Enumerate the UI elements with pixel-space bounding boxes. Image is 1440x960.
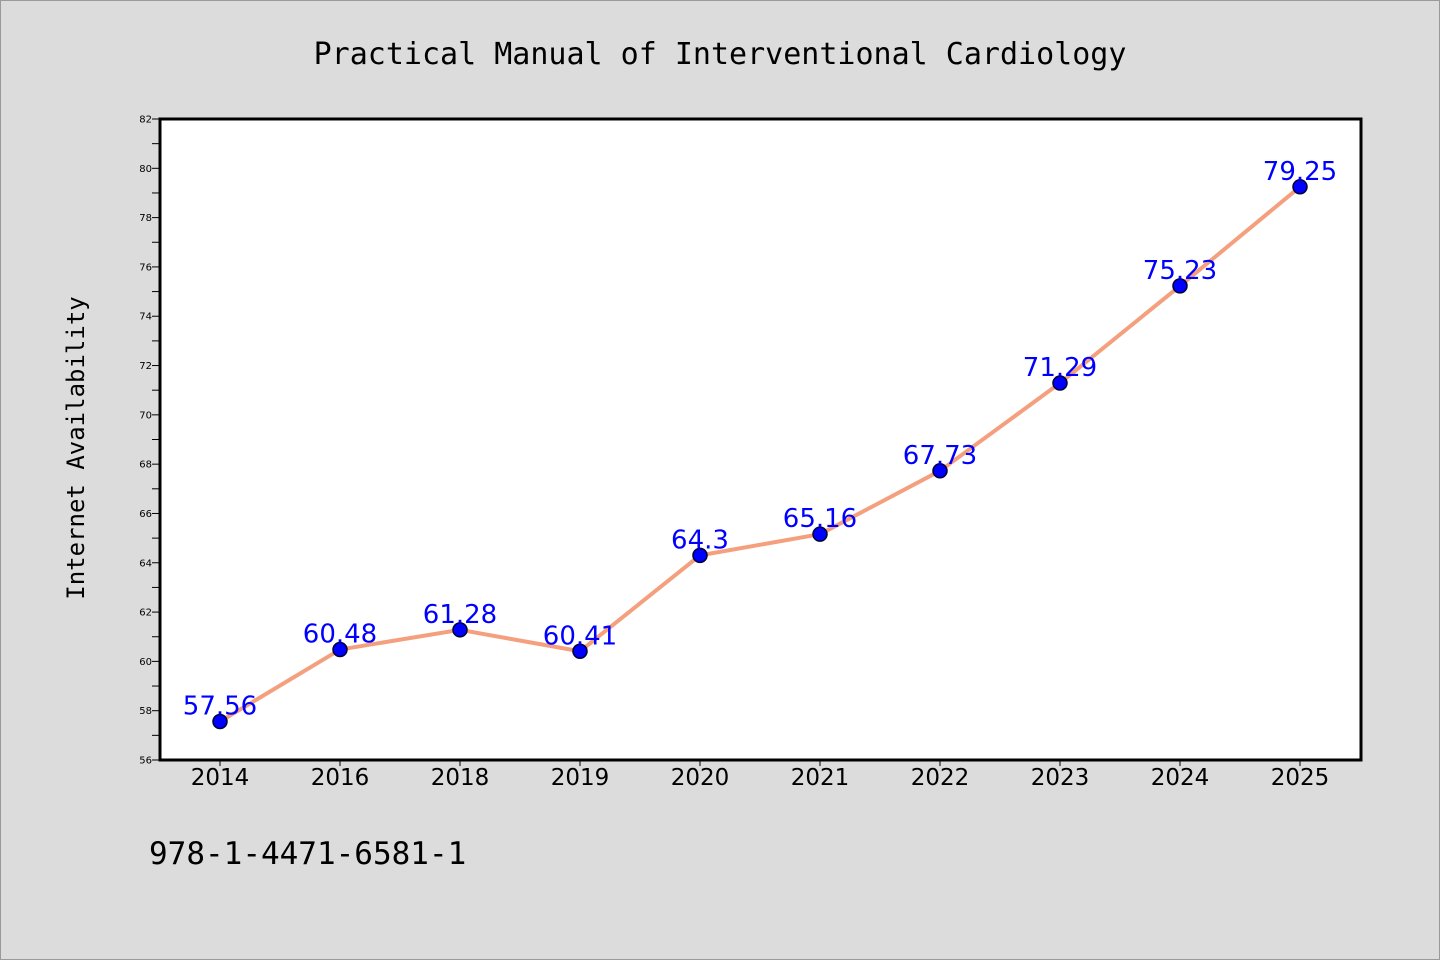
data-point	[572, 643, 588, 660]
data-point	[812, 526, 828, 542]
data-label: 71.29	[1023, 353, 1097, 383]
data-label: 57.56	[183, 692, 257, 722]
y-tick-label: 68	[139, 460, 152, 471]
data-point	[1172, 278, 1188, 294]
y-tick-label: 58	[139, 706, 152, 717]
x-axis: 2014 2016 2018 2019 2020 2021 2022 2023 2024 2025	[191, 760, 1330, 791]
x-tick-label: 2020	[671, 765, 730, 791]
y-tick-label: 74	[139, 312, 152, 323]
chart-title: Practical Manual of Interventional Cardi…	[314, 37, 1127, 72]
data-point	[1292, 179, 1308, 195]
x-tick-label: 2024	[1151, 765, 1210, 791]
y-tick-label: 62	[139, 608, 152, 619]
y-axis: 56 58 60 62 64 66 68 70 72 74 76 78 80 82	[139, 115, 160, 767]
y-tick-label: 80	[139, 164, 152, 175]
x-tick-label: 2019	[551, 765, 610, 791]
x-tick-label: 2023	[1031, 765, 1090, 791]
x-tick-label: 2014	[191, 765, 250, 791]
y-tick-label: 60	[139, 657, 152, 668]
data-label: 79.25	[1263, 157, 1337, 187]
data-label: 65.16	[783, 504, 857, 534]
data-point	[452, 622, 468, 638]
y-tick-label: 78	[139, 213, 152, 224]
data-label: 60.41	[543, 621, 617, 651]
x-tick-label: 2018	[431, 765, 490, 791]
data-labels: 57.56 60.48 61.28 60.41 64.3 65.16 67.73 71.29 7…	[183, 157, 1337, 722]
y-axis-label: Internet Availability	[62, 296, 90, 599]
y-tick-label: 76	[139, 262, 152, 273]
data-point	[692, 547, 708, 564]
data-label: 60.48	[303, 620, 377, 650]
data-label: 64.3	[671, 525, 729, 555]
data-label: 67.73	[903, 441, 977, 471]
isbn-text: 978-1-4471-6581-1	[149, 836, 466, 872]
data-point	[1052, 375, 1068, 391]
x-tick-label: 2016	[311, 765, 370, 791]
x-tick-label: 2025	[1271, 765, 1330, 791]
y-tick-label: 66	[139, 509, 152, 520]
series-line	[218, 184, 1302, 724]
y-tick-label: 72	[139, 361, 152, 372]
data-point	[212, 713, 228, 730]
x-tick-label: 2021	[791, 765, 850, 791]
plot-area	[160, 119, 1361, 760]
y-tick-label: 82	[139, 115, 152, 126]
data-point	[932, 463, 948, 479]
data-label: 61.28	[423, 600, 497, 630]
y-tick-label: 70	[139, 410, 152, 421]
series-group	[212, 179, 1308, 730]
x-tick-label: 2022	[911, 765, 970, 791]
y-tick-label: 56	[139, 756, 152, 767]
plot-border	[158, 117, 1363, 762]
data-point	[332, 641, 348, 658]
data-label: 75.23	[1143, 256, 1217, 286]
y-tick-label: 64	[139, 558, 152, 569]
